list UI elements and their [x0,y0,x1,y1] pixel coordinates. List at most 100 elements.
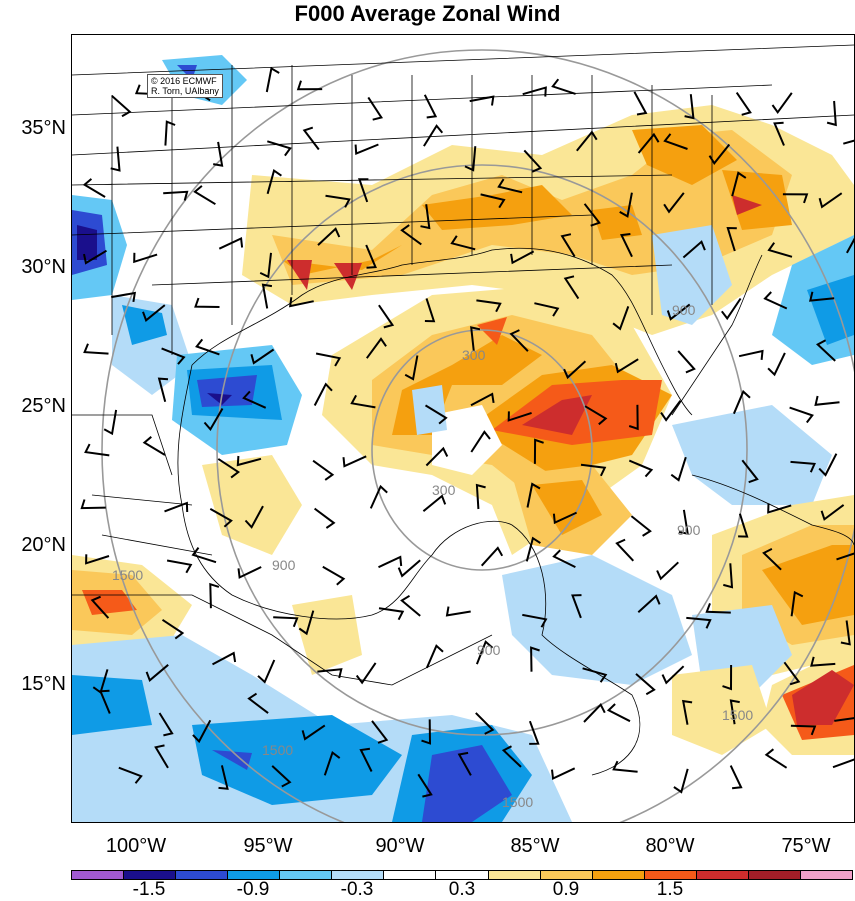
colorbar-tick-3: -0.3 [340,879,374,900]
contour-label: 1500 [502,794,533,810]
colorbar-tick-2: -0.9 [236,879,270,900]
wind-barb [417,773,433,798]
wind-barb [534,302,560,317]
wind-barb [738,513,749,538]
wind-barb [773,121,785,146]
wind-barb [266,168,282,195]
wind-barb [656,561,679,581]
wind-barb [523,149,543,173]
wind-barb [317,668,343,679]
wind-barb [166,559,193,574]
lat-label-15n: 15°N [21,673,66,695]
wind-barb [423,94,438,119]
wind-barb [576,130,598,152]
wind-barb [673,768,689,794]
lon-label-85w: 85°W [510,835,560,857]
wind-barb [265,66,280,93]
wind-barb [464,146,477,172]
wind-barb [118,766,143,784]
wind-barb [470,392,495,407]
wind-barb [767,352,786,377]
wind-barb [450,235,476,251]
wind-barb [342,455,367,468]
wind-barb [637,594,661,614]
wind-barb [615,538,635,562]
wind-barb [782,193,809,204]
wind-barb [834,717,854,722]
wind-barb [267,140,292,157]
wind-barb [789,406,814,424]
colorbar-segment [175,871,228,879]
wind-barb [203,407,224,432]
wind-barb [843,139,854,145]
wind-barb [741,459,759,484]
wind-barb [83,343,109,355]
wind-barb [423,124,444,147]
lat-label-30n: 30°N [21,256,66,278]
wind-barb [142,436,166,456]
wind-barb [194,297,220,308]
wind-barb [584,405,608,426]
wind-barb [313,382,333,406]
wind-barb [110,146,121,172]
wind-barb [367,96,384,121]
wind-barb [767,503,792,514]
wind-barb [660,400,682,422]
wind-barb [357,178,369,203]
wind-barb [475,640,494,665]
wind-barb [771,92,793,115]
wind-barb [818,453,838,477]
wind-barb [365,244,377,269]
wind-barb [552,549,576,568]
credit-box: © 2016 ECMWF R. Torn, UAlbany [147,74,223,98]
credit-line-1: © 2016 ECMWF [151,76,217,86]
colorbar-segment [591,871,644,879]
wind-barb [422,494,447,512]
wind-barb [583,203,601,227]
wind-barb [359,747,373,772]
wind-barb [475,712,495,735]
contour-label: 300 [432,482,456,498]
wind-barb [296,80,323,91]
wind-barb [666,303,691,321]
wind-barb [726,226,737,252]
wind-barb [83,249,108,265]
wind-barb [509,329,529,352]
wind-barb [84,443,110,457]
wind-barb [840,620,851,646]
wind-barb [522,86,547,97]
wind-barb [628,404,639,431]
lon-label-75w: 75°W [781,835,831,857]
wind-barb [764,748,788,769]
lon-label-90w: 90°W [375,835,425,857]
wind-barb [111,95,132,118]
wind-barb [301,724,326,741]
wind-barb [735,92,752,116]
wind-barb [298,610,315,636]
wind-barbs [80,66,854,798]
wind-barb [302,126,320,151]
wind-barb [237,566,262,579]
wind-barb [192,719,212,744]
wind-barb [721,297,742,321]
wind-barb [242,390,267,409]
wind-barb [209,582,220,609]
wind-barb [510,250,535,265]
wind-barb [111,291,137,303]
colorbar-segment [227,871,280,879]
colorbar-tick-5: 0.9 [552,879,580,900]
wind-barb [762,548,782,571]
wind-barb [378,555,403,569]
wind-barb [163,190,189,201]
wind-barb [236,455,262,467]
colorbar-segment [72,871,124,879]
wind-barb [619,192,633,218]
wind-barb [528,720,540,745]
wind-barb [501,745,522,768]
colorbar-tick-4: 0.3 [448,879,476,900]
wind-barb [257,659,276,684]
wind-barb [350,394,376,409]
political-boundaries [72,44,854,776]
wind-barb [846,237,854,254]
wind-barb [790,590,804,617]
